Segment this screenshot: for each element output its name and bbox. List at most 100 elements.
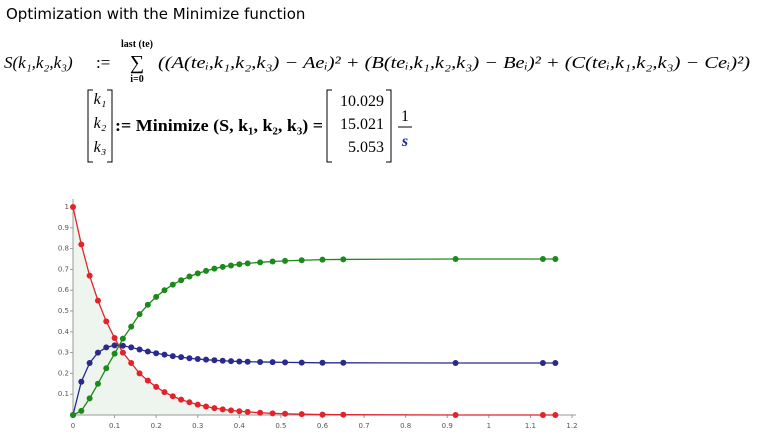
data-point: [128, 344, 135, 351]
data-point: [153, 293, 160, 300]
y-tick-label: 0.5: [58, 307, 69, 315]
data-point: [70, 204, 76, 210]
data-point: [103, 365, 110, 372]
data-point: [86, 360, 93, 366]
data-point: [178, 396, 185, 403]
data-point: [70, 412, 76, 418]
data-point: [111, 350, 118, 357]
data-point: [219, 357, 226, 364]
x-tick-label: 0.9: [442, 422, 453, 430]
y-tick-label: 1: [65, 203, 69, 211]
data-point: [228, 262, 235, 269]
data-point: [136, 311, 143, 318]
assign: :=: [96, 53, 110, 72]
data-point: [228, 407, 235, 414]
data-point: [203, 356, 210, 363]
data-point: [194, 356, 201, 363]
data-point: [244, 358, 251, 365]
data-point: [211, 357, 218, 364]
data-point: [236, 261, 243, 268]
data-point: [161, 389, 168, 396]
sum-bottom: i=0: [130, 74, 143, 85]
data-point: [452, 360, 459, 366]
x-tick-label: 1.2: [566, 422, 577, 430]
result-value: 5.053: [348, 139, 384, 156]
data-point: [169, 353, 176, 360]
data-point: [86, 395, 93, 402]
vector-entry: k₃: [94, 139, 107, 156]
y-tick-label: 0.3: [58, 349, 69, 357]
data-point: [282, 410, 289, 417]
x-tick-label: 0.5: [275, 422, 286, 430]
data-point: [169, 393, 176, 400]
data-point: [539, 256, 546, 262]
definition-body: ((A(teᵢ,k₁,k₂,k₃) − Aeᵢ)² + (B(teᵢ,k₁,k₂…: [158, 53, 750, 72]
data-point: [228, 358, 235, 365]
data-point: [552, 412, 559, 418]
data-point: [186, 399, 193, 406]
data-point: [236, 358, 243, 365]
data-point: [178, 277, 185, 284]
data-point: [203, 267, 210, 274]
x-tick-label: 0.8: [400, 422, 411, 430]
x-tick-label: 0.6: [317, 422, 329, 430]
sum-top: last (te): [121, 39, 153, 50]
x-tick-label: 0.1: [109, 422, 120, 430]
y-tick-label: 0.1: [58, 390, 69, 398]
vector-bracket: [87, 89, 113, 163]
data-point: [153, 383, 160, 390]
data-point: [78, 407, 85, 414]
data-point: [103, 318, 110, 325]
data-point: [539, 412, 546, 418]
x-tick-label: 0.3: [192, 422, 203, 430]
data-point: [319, 256, 326, 263]
x-tick-label: 1.1: [525, 422, 536, 430]
data-point: [153, 350, 160, 357]
x-tick-label: 0: [71, 422, 75, 430]
data-point: [144, 301, 151, 308]
data-point: [552, 256, 559, 262]
data-point: [340, 359, 347, 366]
vector-entry: k₂: [94, 115, 107, 132]
data-point: [94, 380, 101, 387]
data-point: [136, 346, 143, 353]
sum-symbol: ∑: [130, 52, 144, 74]
y-tick-label: 0.4: [58, 328, 70, 336]
minimize-call: := Minimize (S, k₁, k₂, k₃) =: [115, 116, 323, 135]
vector-entry: k₁: [94, 91, 107, 108]
unit-denominator: s: [401, 133, 408, 150]
x-tick-label: 1: [487, 422, 491, 430]
data-point: [452, 412, 459, 418]
data-point: [269, 258, 276, 265]
data-point: [144, 348, 151, 355]
data-point: [111, 335, 118, 342]
data-point: [78, 378, 85, 385]
data-point: [203, 403, 210, 410]
data-point: [119, 335, 126, 342]
data-point: [211, 405, 218, 412]
data-point: [539, 360, 546, 366]
data-point: [340, 256, 347, 263]
data-point: [244, 260, 251, 267]
data-point: [244, 408, 251, 415]
data-point: [78, 241, 85, 248]
data-point: [194, 270, 201, 277]
data-point: [94, 349, 101, 356]
data-point: [298, 411, 305, 418]
unit-numerator: 1: [401, 108, 409, 125]
data-point: [186, 273, 193, 280]
y-tick-label: 0.7: [58, 265, 69, 273]
data-point: [169, 281, 176, 288]
data-point: [269, 359, 276, 366]
data-point: [298, 257, 305, 264]
data-point: [211, 265, 218, 272]
data-point: [119, 342, 126, 349]
y-tick-label: 0.6: [58, 286, 70, 294]
data-point: [186, 355, 193, 362]
data-point: [144, 377, 151, 384]
data-point: [111, 342, 118, 349]
data-point: [136, 370, 143, 377]
data-point: [161, 287, 168, 294]
